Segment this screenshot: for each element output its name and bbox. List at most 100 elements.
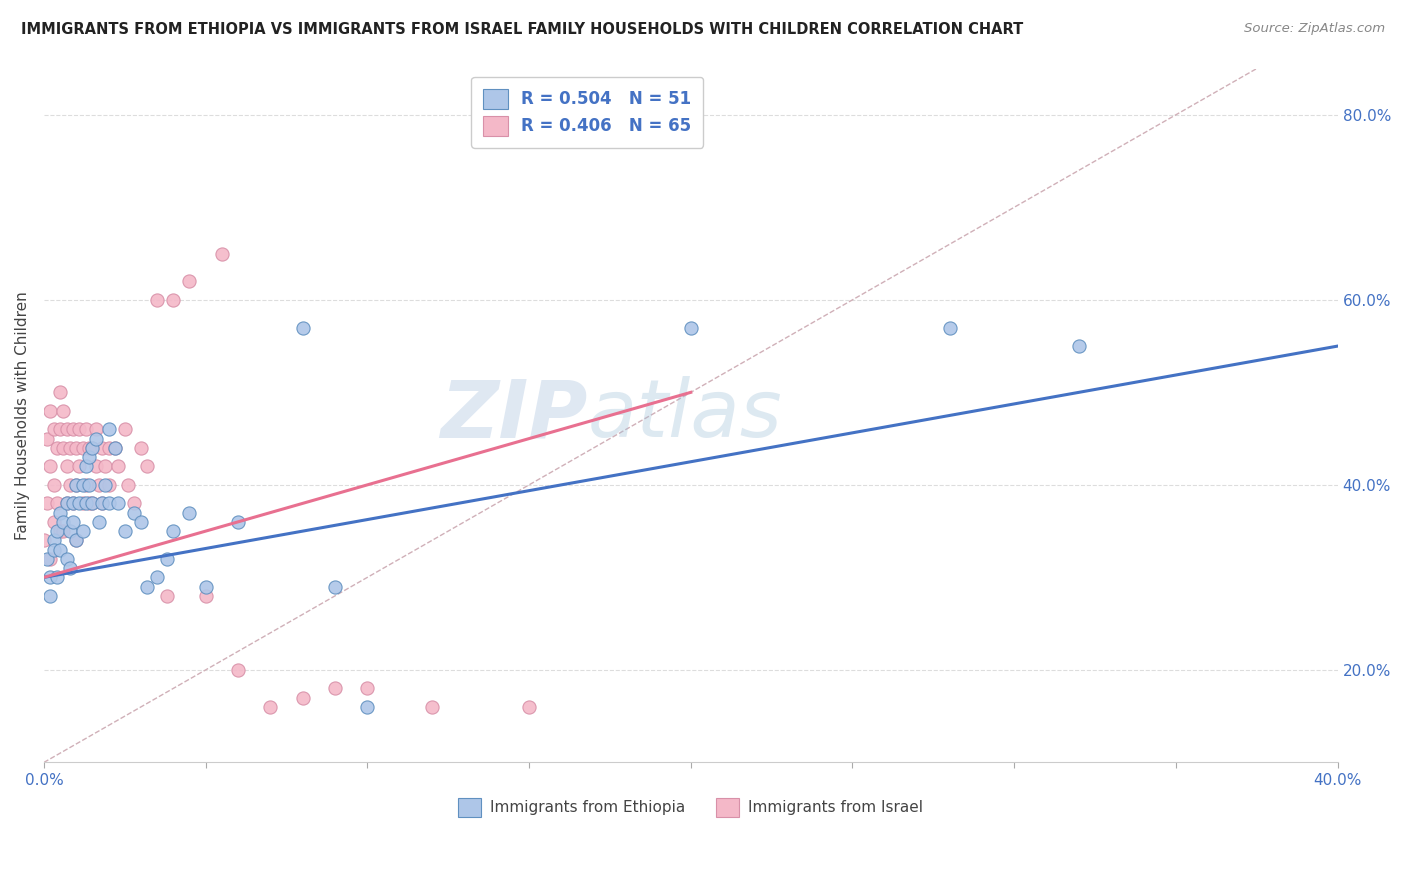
- Point: [94, 459, 117, 474]
- Legend: Immigrants from Ethiopia, Immigrants from Israel: Immigrants from Ethiopia, Immigrants fro…: [451, 790, 931, 824]
- Point: [211, 246, 233, 260]
- Point: [129, 515, 152, 529]
- Point: [129, 441, 152, 455]
- Point: [55, 496, 77, 510]
- Point: [62, 496, 84, 510]
- Point: [75, 422, 97, 436]
- Point: [356, 700, 378, 714]
- Point: [52, 441, 75, 455]
- Point: [75, 496, 97, 510]
- Point: [938, 320, 960, 334]
- Point: [42, 533, 65, 548]
- Point: [75, 478, 97, 492]
- Point: [136, 580, 159, 594]
- Text: atlas: atlas: [588, 376, 782, 455]
- Point: [37, 496, 59, 510]
- Point: [65, 478, 87, 492]
- Point: [156, 589, 179, 603]
- Point: [52, 515, 75, 529]
- Point: [179, 506, 201, 520]
- Point: [59, 524, 82, 538]
- Point: [62, 422, 84, 436]
- Point: [91, 496, 114, 510]
- Point: [420, 700, 443, 714]
- Point: [65, 478, 87, 492]
- Point: [77, 450, 100, 464]
- Point: [37, 552, 59, 566]
- Point: [194, 580, 217, 594]
- Point: [1067, 339, 1090, 353]
- Point: [91, 496, 114, 510]
- Point: [107, 496, 129, 510]
- Point: [136, 459, 159, 474]
- Point: [45, 524, 67, 538]
- Text: Source: ZipAtlas.com: Source: ZipAtlas.com: [1244, 22, 1385, 36]
- Point: [97, 478, 120, 492]
- Point: [194, 589, 217, 603]
- Point: [124, 506, 146, 520]
- Point: [84, 422, 107, 436]
- Point: [156, 552, 179, 566]
- Point: [69, 496, 91, 510]
- Text: ZIP: ZIP: [440, 376, 588, 455]
- Point: [323, 681, 346, 696]
- Point: [42, 478, 65, 492]
- Point: [82, 441, 104, 455]
- Point: [82, 496, 104, 510]
- Point: [45, 441, 67, 455]
- Point: [62, 515, 84, 529]
- Point: [49, 524, 72, 538]
- Point: [59, 478, 82, 492]
- Point: [55, 459, 77, 474]
- Point: [37, 432, 59, 446]
- Point: [124, 496, 146, 510]
- Point: [59, 561, 82, 575]
- Point: [52, 404, 75, 418]
- Point: [69, 459, 91, 474]
- Point: [39, 459, 62, 474]
- Point: [32, 533, 55, 548]
- Point: [517, 700, 540, 714]
- Point: [97, 441, 120, 455]
- Point: [39, 589, 62, 603]
- Point: [39, 552, 62, 566]
- Point: [52, 524, 75, 538]
- Point: [259, 700, 281, 714]
- Point: [87, 515, 110, 529]
- Point: [45, 570, 67, 584]
- Point: [114, 524, 136, 538]
- Point: [39, 404, 62, 418]
- Point: [42, 542, 65, 557]
- Point: [82, 441, 104, 455]
- Point: [291, 690, 314, 705]
- Point: [49, 385, 72, 400]
- Point: [62, 496, 84, 510]
- Point: [104, 441, 127, 455]
- Point: [679, 320, 702, 334]
- Point: [72, 496, 94, 510]
- Point: [55, 552, 77, 566]
- Point: [49, 506, 72, 520]
- Point: [65, 533, 87, 548]
- Point: [104, 441, 127, 455]
- Point: [69, 422, 91, 436]
- Point: [226, 663, 249, 677]
- Point: [162, 524, 184, 538]
- Point: [72, 478, 94, 492]
- Point: [84, 432, 107, 446]
- Point: [82, 496, 104, 510]
- Point: [65, 441, 87, 455]
- Point: [291, 320, 314, 334]
- Point: [117, 478, 139, 492]
- Point: [162, 293, 184, 307]
- Point: [39, 570, 62, 584]
- Point: [146, 570, 169, 584]
- Point: [59, 441, 82, 455]
- Point: [84, 459, 107, 474]
- Point: [72, 441, 94, 455]
- Point: [323, 580, 346, 594]
- Point: [75, 459, 97, 474]
- Point: [49, 422, 72, 436]
- Point: [97, 422, 120, 436]
- Point: [77, 496, 100, 510]
